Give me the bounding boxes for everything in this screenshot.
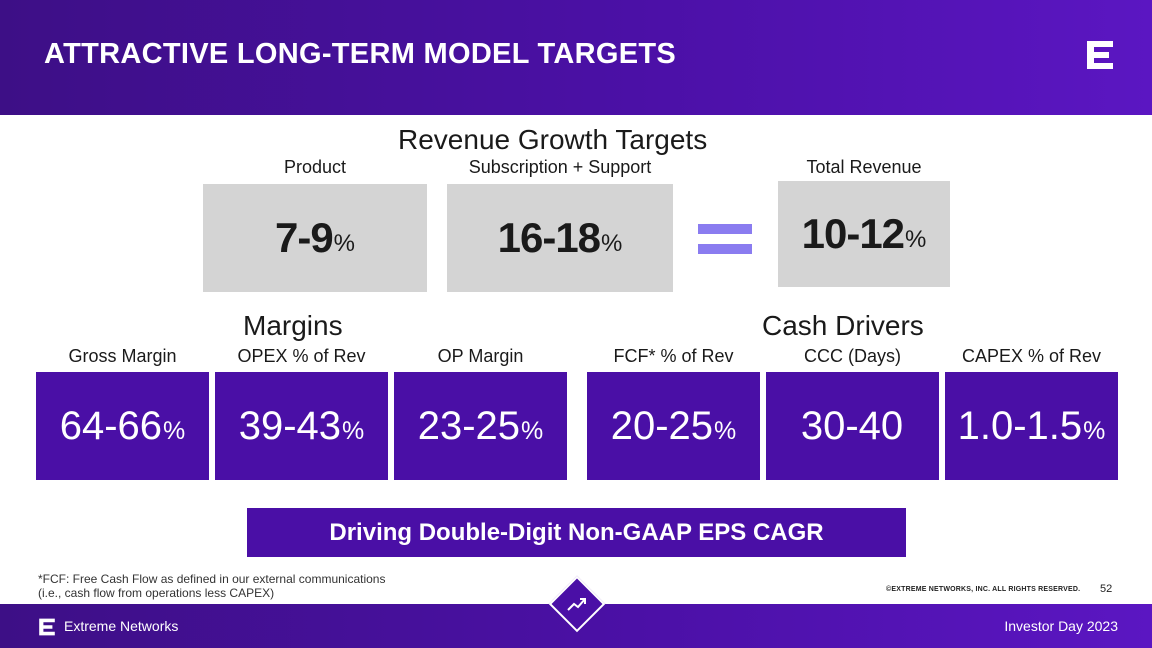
footnote-line-1: *FCF: Free Cash Flow as defined in our e… — [38, 572, 386, 586]
fcf-box: 20-25% — [587, 372, 760, 480]
trend-up-icon — [567, 598, 586, 611]
fcf-label: FCF* % of Rev — [613, 346, 734, 366]
cash-drivers-section-title: Cash Drivers — [762, 310, 924, 341]
footer-company-name: Extreme Networks — [64, 618, 179, 634]
revenue-section-title: Revenue Growth Targets — [398, 124, 708, 155]
footnote: *FCF: Free Cash Flow as defined in our e… — [38, 572, 385, 600]
opex-unit: % — [342, 416, 365, 445]
opex-value: 39-43 — [238, 403, 342, 448]
opex-label: OPEX % of Rev — [237, 346, 366, 366]
eps-cagr-banner: Driving Double-Digit Non-GAAP EPS CAGR — [247, 508, 906, 557]
copyright-notice: ©EXTREME NETWORKS, INC. ALL RIGHTS RESER… — [886, 586, 1081, 593]
op-margin-label: OP Margin — [437, 346, 524, 366]
total-revenue-unit: % — [905, 226, 927, 253]
capex-box: 1.0-1.5% — [945, 372, 1118, 480]
product-growth-value: 7-9 — [274, 214, 334, 261]
extreme-logo-icon — [1087, 41, 1113, 69]
subscription-label: Subscription + Support — [468, 157, 652, 177]
subscription-growth-value: 16-18 — [497, 214, 601, 261]
total-revenue-value: 10-12 — [801, 210, 905, 257]
product-growth-unit: % — [333, 230, 356, 257]
opex-box: 39-43% — [215, 372, 388, 480]
gross-margin-value: 64-66 — [59, 403, 163, 448]
page-title: ATTRACTIVE LONG-TERM MODEL TARGETS — [44, 38, 677, 70]
extreme-logo-icon — [39, 618, 55, 636]
gross-margin-unit: % — [163, 416, 186, 445]
gross-margin-box: 64-66% — [36, 372, 209, 480]
margins-section-title: Margins — [243, 310, 343, 341]
header-bar: ATTRACTIVE LONG-TERM MODEL TARGETS — [0, 0, 1152, 115]
subscription-growth-unit: % — [601, 230, 623, 257]
gross-margin-label: Gross Margin — [68, 346, 177, 366]
footnote-line-2: (i.e., cash flow from operations less CA… — [38, 586, 275, 600]
op-margin-value: 23-25 — [417, 403, 521, 448]
page-number: 52 — [1100, 583, 1113, 595]
subscription-growth-box: 16-18% — [447, 184, 673, 292]
ccc-value: 30-40 — [800, 403, 904, 448]
op-margin-box: 23-25% — [394, 372, 567, 480]
footer-event-name: Investor Day 2023 — [1004, 618, 1118, 634]
product-label: Product — [283, 157, 347, 177]
total-revenue-label: Total Revenue — [806, 157, 922, 177]
capex-value: 1.0-1.5 — [957, 403, 1083, 448]
ccc-box: 30-40 — [766, 372, 939, 480]
fcf-unit: % — [714, 416, 737, 445]
capex-unit: % — [1083, 416, 1106, 445]
capex-label: CAPEX % of Rev — [961, 346, 1102, 366]
product-growth-box: 7-9% — [203, 184, 427, 292]
total-revenue-box: 10-12% — [778, 181, 950, 287]
equals-icon — [698, 224, 752, 254]
fcf-value: 20-25 — [610, 403, 714, 448]
ccc-label: CCC (Days) — [804, 346, 901, 366]
op-margin-unit: % — [521, 416, 544, 445]
